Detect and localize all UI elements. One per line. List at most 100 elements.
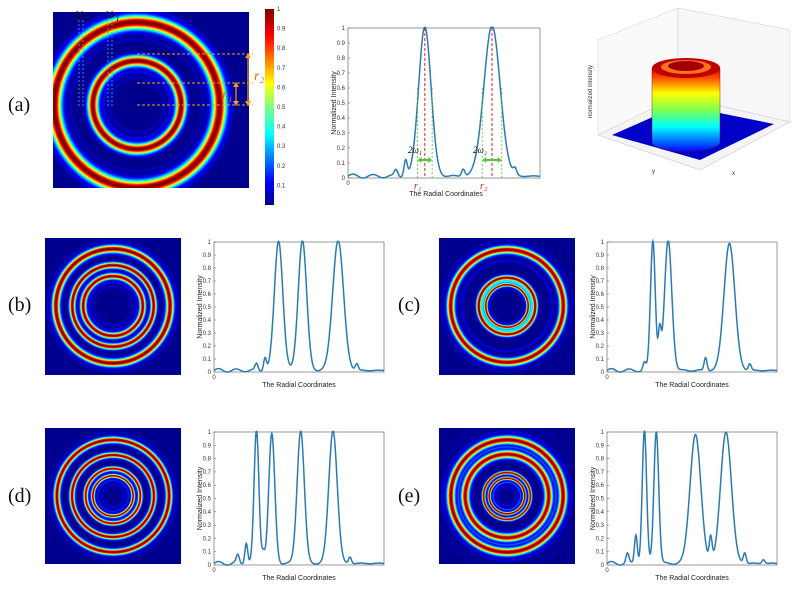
intensity-ring <box>449 438 565 554</box>
intensity-ring <box>460 259 554 353</box>
intensity-ring <box>489 288 525 324</box>
intensity-ring <box>55 248 171 364</box>
intensity-ring <box>59 252 167 360</box>
intensity-map-a <box>53 12 253 188</box>
intensity-ring <box>82 465 144 527</box>
y-tick-label: 0.6 <box>596 483 605 489</box>
intensity-ring <box>59 252 167 360</box>
intensity-ring <box>83 466 143 526</box>
profile-chart-e: 0 0.1 0.2 0.3 0.4 0.5 0.6 0.7 0.8 0.9 1 0 Normalized… <box>590 429 778 582</box>
intensity-ring <box>444 243 570 369</box>
intensity-ring <box>46 239 180 373</box>
intensity-ring <box>456 255 558 357</box>
intensity-ring <box>53 20 222 188</box>
intensity-ring <box>483 472 531 520</box>
intensity-ring <box>51 244 175 368</box>
intensity-ring <box>51 244 175 368</box>
intensity-ring <box>78 271 148 341</box>
y-tick-label: 0.8 <box>203 457 212 463</box>
intensity-ring <box>61 29 213 181</box>
surface-ylabel: y <box>652 169 655 175</box>
intensity-ring <box>89 282 137 330</box>
intensity-ring <box>482 471 532 521</box>
intensity-ring <box>486 285 528 327</box>
intensity-ring <box>79 272 147 340</box>
intensity-ring <box>77 270 149 342</box>
intensity-ring <box>440 239 574 373</box>
intensity-ring <box>98 481 128 511</box>
intensity-ring <box>70 453 156 539</box>
intensity-ring <box>85 468 141 524</box>
intensity-ring <box>94 287 132 325</box>
intensity-ring <box>488 477 526 515</box>
intensity-ring <box>53 436 173 556</box>
intensity-ring <box>446 435 568 557</box>
y-tick-label: 0.1 <box>337 161 346 167</box>
intensity-ring <box>57 440 169 552</box>
intensity-ring <box>97 480 129 512</box>
intensity-ring <box>461 260 553 352</box>
y-axis-label: Normalized Intensity <box>590 275 597 339</box>
surface-plot <box>597 7 791 171</box>
intensity-ring <box>102 485 124 507</box>
intensity-ring <box>440 239 574 373</box>
y-tick-label: 0.9 <box>203 253 212 259</box>
intensity-ring <box>87 280 139 332</box>
intensity-ring <box>62 255 164 357</box>
colorbar: 1 0.9 0.8 0.7 0.6 0.5 0.4 0.3 0.2 0.1 <box>265 7 286 205</box>
intensity-ring <box>454 253 560 359</box>
intensity-ring <box>73 456 153 536</box>
intensity-ring <box>480 279 534 333</box>
intensity-ring <box>48 431 178 561</box>
intensity-curve <box>213 430 385 566</box>
x-axis-label: The Radial Coordinates <box>262 575 336 582</box>
intensity-ring <box>62 30 212 180</box>
intensity-ring <box>457 446 557 546</box>
intensity-ring <box>76 459 150 533</box>
intensity-ring <box>464 453 550 539</box>
intensity-ring <box>61 254 165 358</box>
intensity-ring <box>479 278 535 334</box>
y-tick-label: 0.9 <box>596 443 605 449</box>
plot-area <box>347 27 541 179</box>
intensity-ring <box>93 286 133 326</box>
colorbar-tick: 0.9 <box>277 27 286 33</box>
intensity-ring <box>66 259 160 353</box>
r1-label: r₁ <box>222 88 232 103</box>
intensity-ring <box>487 476 527 516</box>
intensity-ring <box>448 247 566 365</box>
intensity-ring <box>460 449 554 543</box>
intensity-ring <box>70 263 156 349</box>
intensity-ring <box>458 447 556 545</box>
intensity-ring <box>58 441 168 551</box>
intensity-ring <box>61 444 165 548</box>
intensity-ring <box>101 484 125 508</box>
y-tick-label: 0.6 <box>596 292 605 298</box>
colorbar-tick: 0.7 <box>277 66 286 72</box>
intensity-ring <box>485 474 529 518</box>
surface-xlabel: x <box>732 171 735 177</box>
intensity-ring <box>475 274 539 338</box>
intensity-ring <box>450 249 564 363</box>
intensity-ring <box>84 277 142 335</box>
intensity-ring <box>47 430 179 562</box>
intensity-ring <box>53 12 232 188</box>
intensity-curve <box>347 26 541 179</box>
panel-label-e: (e) <box>398 485 421 507</box>
intensity-ring <box>488 477 526 515</box>
intensity-ring <box>84 277 142 335</box>
intensity-ring <box>448 247 566 365</box>
intensity-ring <box>76 269 150 343</box>
intensity-ring <box>55 438 171 554</box>
intensity-ring <box>440 429 574 563</box>
y-tick-label: 0.3 <box>596 331 605 337</box>
intensity-ring <box>93 61 181 149</box>
intensity-ring <box>484 283 530 329</box>
intensity-ring <box>53 15 227 188</box>
intensity-ring <box>496 485 518 507</box>
intensity-ring <box>460 259 554 353</box>
r2-label: r₂ <box>254 69 264 84</box>
intensity-ring <box>483 282 531 330</box>
intensity-ring <box>460 449 554 543</box>
y-tick-label: 1 <box>601 240 605 246</box>
